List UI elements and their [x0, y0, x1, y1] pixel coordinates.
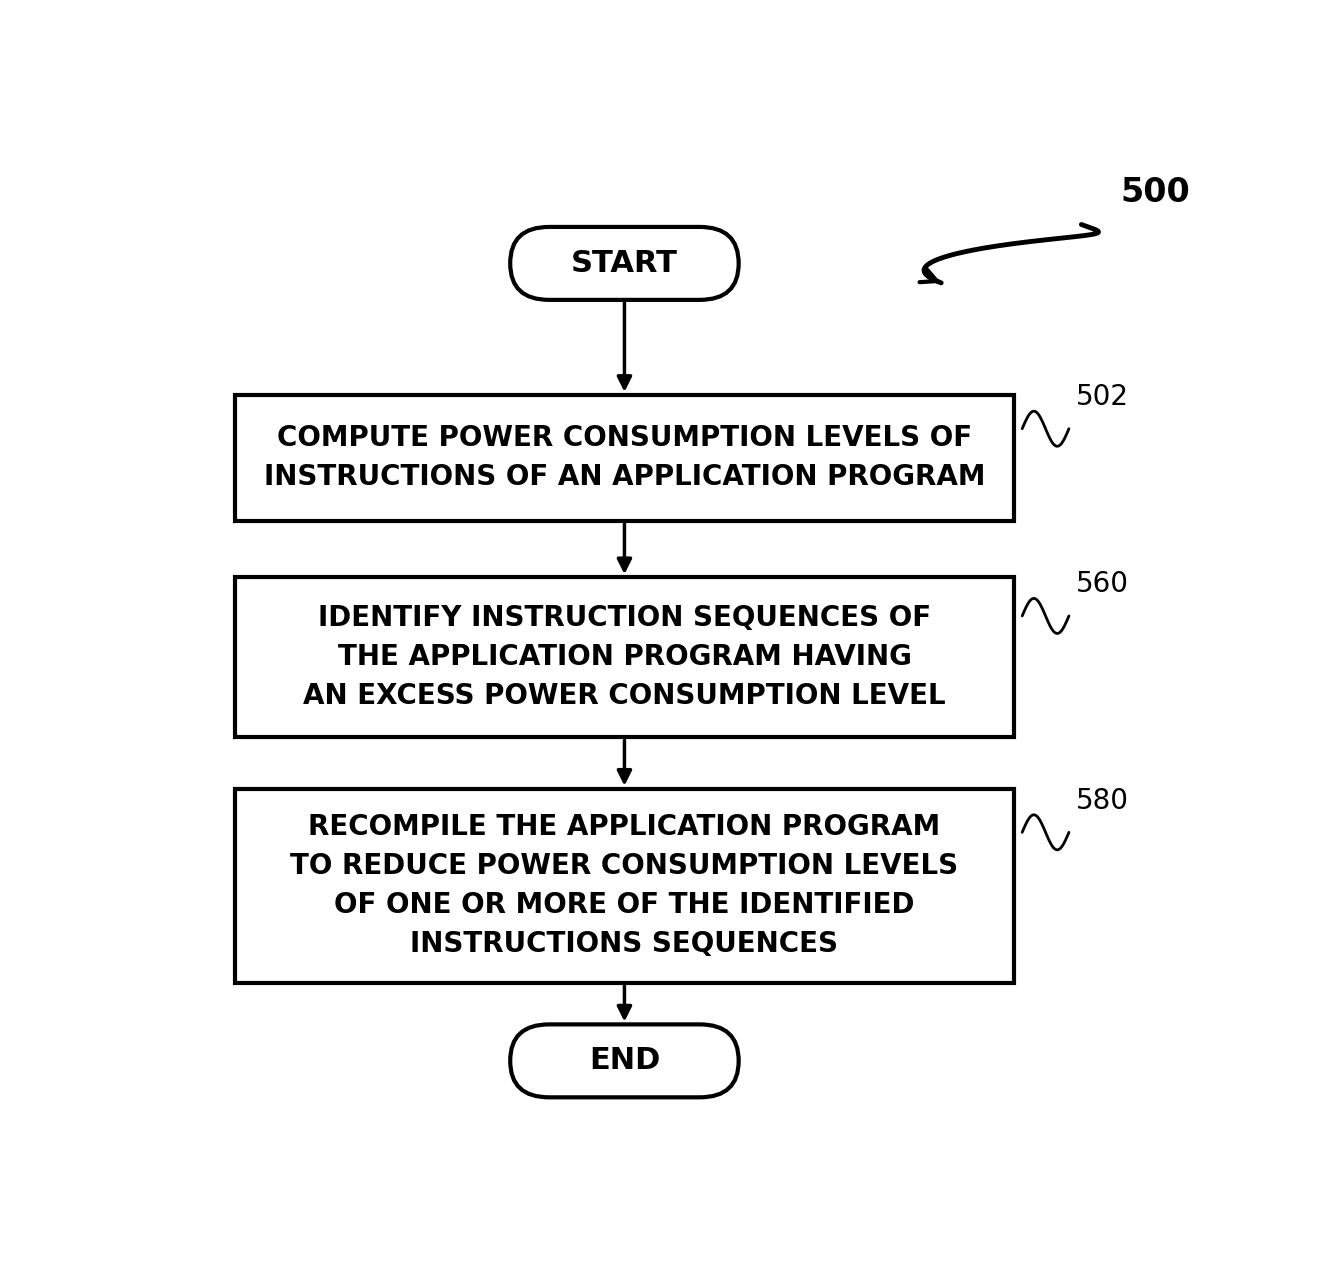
Text: IDENTIFY INSTRUCTION SEQUENCES OF
THE APPLICATION PROGRAM HAVING
AN EXCESS POWER: IDENTIFY INSTRUCTION SEQUENCES OF THE AP…: [303, 604, 946, 710]
Text: 560: 560: [1076, 571, 1130, 599]
FancyBboxPatch shape: [511, 227, 738, 299]
Text: 502: 502: [1076, 383, 1130, 412]
Text: 580: 580: [1076, 787, 1130, 815]
Text: END: END: [588, 1046, 661, 1075]
Text: COMPUTE POWER CONSUMPTION LEVELS OF
INSTRUCTIONS OF AN APPLICATION PROGRAM: COMPUTE POWER CONSUMPTION LEVELS OF INST…: [264, 424, 985, 491]
Text: RECOMPILE THE APPLICATION PROGRAM
TO REDUCE POWER CONSUMPTION LEVELS
OF ONE OR M: RECOMPILE THE APPLICATION PROGRAM TO RED…: [291, 813, 958, 959]
Bar: [234, 577, 1014, 738]
FancyBboxPatch shape: [511, 1024, 738, 1098]
Bar: [234, 394, 1014, 522]
Text: START: START: [571, 249, 678, 278]
Text: 500: 500: [1120, 176, 1190, 208]
Bar: [234, 788, 1014, 983]
